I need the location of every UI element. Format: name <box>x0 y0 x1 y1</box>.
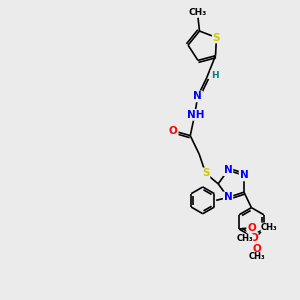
Text: CH₃: CH₃ <box>236 234 253 243</box>
Text: CH₃: CH₃ <box>261 223 278 232</box>
Text: CH₃: CH₃ <box>249 253 266 262</box>
Text: N: N <box>240 170 248 180</box>
Text: O: O <box>253 244 262 254</box>
Text: N: N <box>224 165 233 175</box>
Text: N: N <box>193 92 202 101</box>
Text: S: S <box>202 168 209 178</box>
Text: O: O <box>247 223 256 232</box>
Text: H: H <box>211 70 219 80</box>
Text: O: O <box>249 233 258 243</box>
Text: CH₃: CH₃ <box>189 8 207 17</box>
Text: N: N <box>224 192 233 203</box>
Text: O: O <box>169 126 178 136</box>
Text: S: S <box>213 33 220 43</box>
Text: NH: NH <box>188 110 205 120</box>
